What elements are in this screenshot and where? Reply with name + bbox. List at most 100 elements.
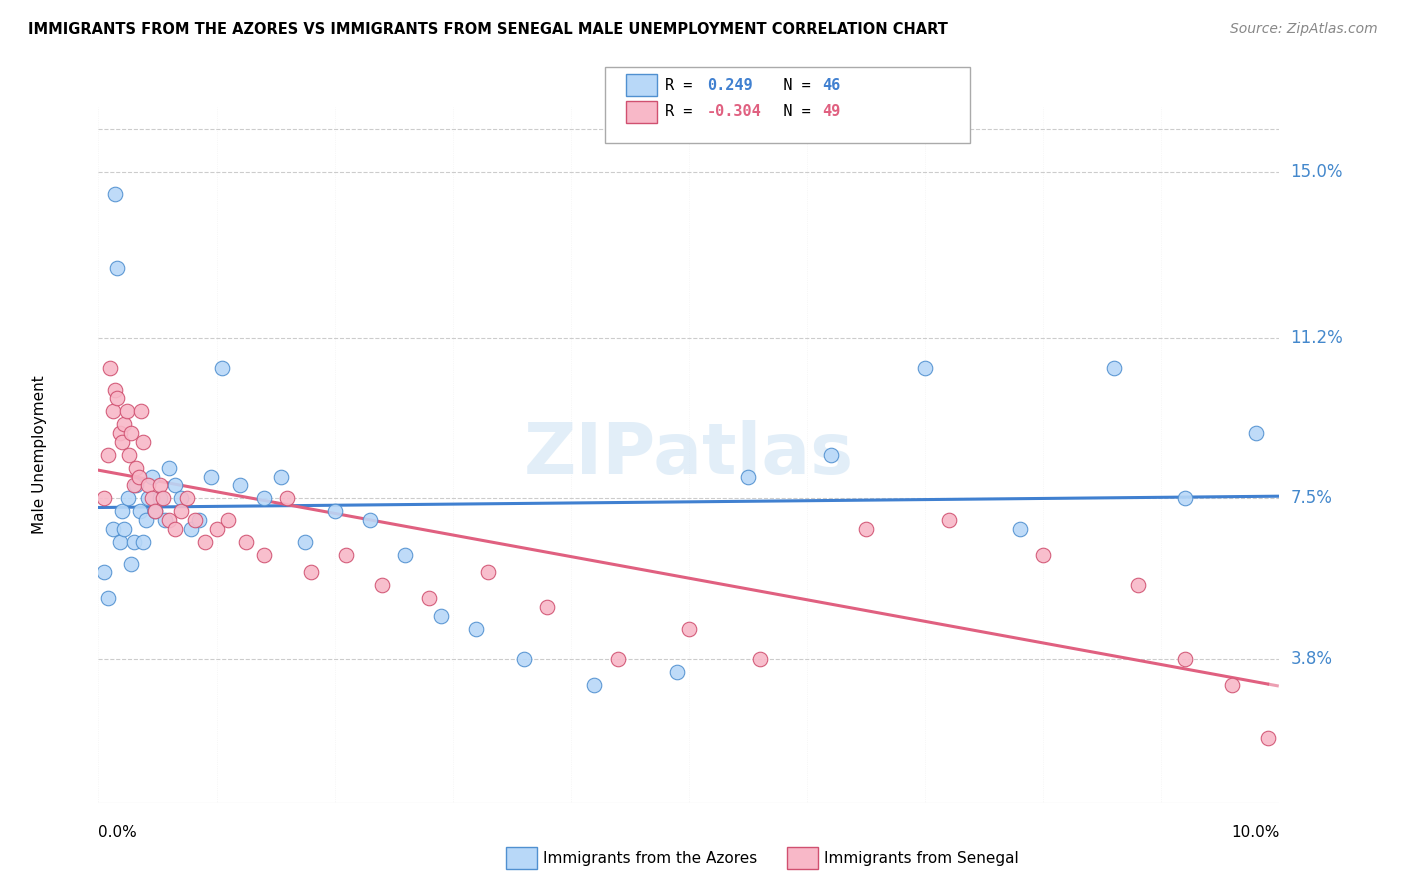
Point xyxy=(253,548,276,562)
Point xyxy=(536,600,558,615)
Point xyxy=(98,361,121,376)
Point xyxy=(1257,731,1279,745)
Point xyxy=(149,478,172,492)
Text: R =: R = xyxy=(665,104,702,120)
Point xyxy=(229,478,252,492)
Point xyxy=(1174,652,1197,666)
Point xyxy=(118,448,141,462)
Point xyxy=(583,678,606,692)
Point xyxy=(128,469,150,483)
Point xyxy=(104,383,127,397)
Point xyxy=(180,522,202,536)
Point xyxy=(1244,426,1267,441)
Point xyxy=(211,361,233,376)
Point xyxy=(253,491,276,506)
Point xyxy=(276,491,298,506)
Point xyxy=(666,665,689,680)
Point xyxy=(101,522,124,536)
Point xyxy=(299,566,322,580)
Text: 15.0%: 15.0% xyxy=(1291,163,1343,181)
Text: 0.249: 0.249 xyxy=(707,78,752,93)
Point xyxy=(1174,491,1197,506)
Point xyxy=(194,534,217,549)
Point xyxy=(1008,522,1031,536)
Point xyxy=(512,652,534,666)
Point xyxy=(153,513,176,527)
Point xyxy=(157,513,180,527)
Point xyxy=(141,469,163,483)
Point xyxy=(101,404,124,418)
Point xyxy=(176,491,198,506)
Point xyxy=(97,448,120,462)
Point xyxy=(184,513,207,527)
Point xyxy=(371,578,394,592)
Point xyxy=(111,434,134,449)
Point xyxy=(136,491,159,506)
Point xyxy=(132,534,155,549)
Point xyxy=(108,426,131,441)
Point xyxy=(335,548,357,562)
Text: 11.2%: 11.2% xyxy=(1291,328,1343,346)
Point xyxy=(141,491,163,506)
Point xyxy=(157,461,180,475)
Point xyxy=(93,566,115,580)
Point xyxy=(607,652,630,666)
Point xyxy=(149,491,172,506)
Point xyxy=(465,622,488,636)
Text: Male Unemployment: Male Unemployment xyxy=(32,376,46,534)
Point xyxy=(132,434,155,449)
Text: N =: N = xyxy=(756,104,820,120)
Point xyxy=(105,392,128,406)
Point xyxy=(914,361,936,376)
Point xyxy=(235,534,257,549)
Point xyxy=(112,522,135,536)
Point xyxy=(205,522,228,536)
Text: IMMIGRANTS FROM THE AZORES VS IMMIGRANTS FROM SENEGAL MALE UNEMPLOYMENT CORRELAT: IMMIGRANTS FROM THE AZORES VS IMMIGRANTS… xyxy=(28,22,948,37)
Point xyxy=(165,522,187,536)
Point xyxy=(1032,548,1054,562)
Point xyxy=(152,491,174,506)
Text: N =: N = xyxy=(756,78,820,93)
Point xyxy=(359,513,381,527)
Point xyxy=(170,491,193,506)
Point xyxy=(143,504,166,518)
Text: 0.0%: 0.0% xyxy=(98,825,138,840)
Point xyxy=(855,522,877,536)
Point xyxy=(165,478,187,492)
Point xyxy=(748,652,770,666)
Text: Immigrants from Senegal: Immigrants from Senegal xyxy=(824,851,1019,865)
Point xyxy=(121,557,143,571)
Point xyxy=(938,513,960,527)
Point xyxy=(122,534,145,549)
Point xyxy=(93,491,115,506)
Text: ZIPatlas: ZIPatlas xyxy=(524,420,853,490)
Point xyxy=(820,448,842,462)
Point xyxy=(111,504,134,518)
Point xyxy=(477,566,499,580)
Point xyxy=(170,504,193,518)
Point xyxy=(1102,361,1125,376)
Point xyxy=(121,426,143,441)
Point xyxy=(135,513,157,527)
Point xyxy=(105,260,128,275)
Text: Immigrants from the Azores: Immigrants from the Azores xyxy=(543,851,756,865)
Point xyxy=(128,504,150,518)
Point xyxy=(200,469,222,483)
Point xyxy=(108,534,131,549)
Point xyxy=(678,622,700,636)
Point xyxy=(187,513,209,527)
Point xyxy=(112,417,135,432)
Point xyxy=(270,469,292,483)
Text: 46: 46 xyxy=(823,78,841,93)
Text: 3.8%: 3.8% xyxy=(1291,650,1333,668)
Point xyxy=(97,591,120,606)
Point xyxy=(294,534,316,549)
Text: R =: R = xyxy=(665,78,710,93)
Point xyxy=(117,491,139,506)
Text: 49: 49 xyxy=(823,104,841,120)
Point xyxy=(104,187,127,202)
Point xyxy=(143,504,166,518)
Point xyxy=(1126,578,1149,592)
Point xyxy=(394,548,416,562)
Point xyxy=(115,404,138,418)
